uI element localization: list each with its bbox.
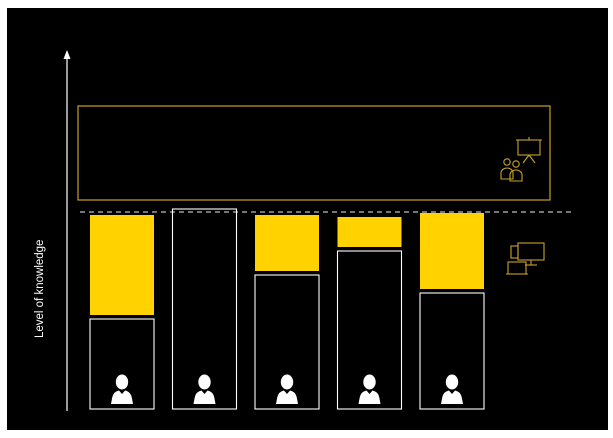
learner-4-knowledge-gap: [337, 217, 402, 247]
y-axis-arrow-icon: [63, 50, 71, 59]
target-knowledge-zone: [77, 105, 551, 201]
classroom-presentation-icon: [500, 137, 542, 182]
learner-5-knowledge-gap: [420, 213, 484, 289]
learner-2-person-icon: [193, 374, 216, 404]
learner-4-current-knowledge: [336, 250, 403, 410]
learner-5-person-icon: [441, 374, 463, 404]
learner-bars: [89, 208, 485, 410]
learner-3-person-icon: [276, 374, 298, 404]
learner-1-person-icon: [111, 374, 133, 404]
learner-3-current-knowledge: [254, 274, 320, 410]
learner-4-person-icon: [358, 374, 381, 404]
devices-elearning-icon: [506, 242, 545, 275]
learner-3-knowledge-gap: [255, 215, 319, 271]
y-axis-label: Level of knowledge: [34, 239, 46, 338]
learner-2-current-knowledge: [171, 208, 238, 410]
learner-1-knowledge-gap: [90, 215, 154, 315]
learner-1-current-knowledge: [89, 318, 155, 410]
learner-5-current-knowledge: [419, 292, 485, 410]
